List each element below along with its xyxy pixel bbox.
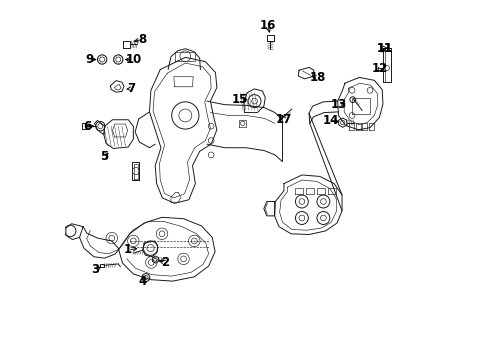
Text: 8: 8 bbox=[138, 33, 146, 46]
Text: 14: 14 bbox=[322, 114, 338, 127]
Text: 5: 5 bbox=[100, 150, 108, 163]
Text: 16: 16 bbox=[259, 19, 275, 32]
Text: 11: 11 bbox=[375, 41, 392, 54]
Text: 11: 11 bbox=[375, 41, 392, 54]
Text: 13: 13 bbox=[330, 98, 346, 111]
Text: 9: 9 bbox=[85, 53, 94, 66]
Text: 2: 2 bbox=[161, 256, 169, 269]
Text: 3: 3 bbox=[91, 263, 100, 276]
Text: 4: 4 bbox=[138, 275, 146, 288]
Text: 18: 18 bbox=[309, 71, 326, 84]
Text: 10: 10 bbox=[125, 53, 141, 66]
Text: 7: 7 bbox=[127, 82, 135, 95]
Text: 17: 17 bbox=[275, 113, 291, 126]
Text: 6: 6 bbox=[83, 120, 91, 133]
Text: 1: 1 bbox=[123, 243, 132, 256]
Text: 12: 12 bbox=[371, 62, 387, 75]
Text: 15: 15 bbox=[231, 93, 248, 106]
